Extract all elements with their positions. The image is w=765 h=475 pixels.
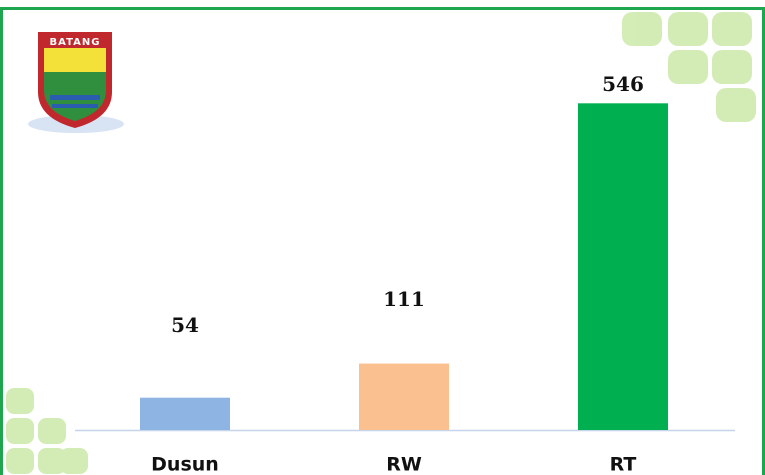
- x-tick-label: Dusun: [151, 454, 219, 475]
- bar: [140, 397, 230, 430]
- bar: [578, 103, 668, 430]
- logo: BATANG: [28, 32, 124, 133]
- value-label: 111: [383, 287, 425, 311]
- value-label: 546: [602, 72, 644, 96]
- logo-text: BATANG: [50, 37, 101, 48]
- decor-bottom-left: [6, 388, 88, 474]
- bar: [359, 363, 449, 430]
- value-label: 54: [171, 313, 199, 337]
- x-tick-label: RW: [386, 454, 422, 475]
- decor-top-right: [622, 12, 756, 122]
- x-tick-label: RT: [610, 454, 637, 475]
